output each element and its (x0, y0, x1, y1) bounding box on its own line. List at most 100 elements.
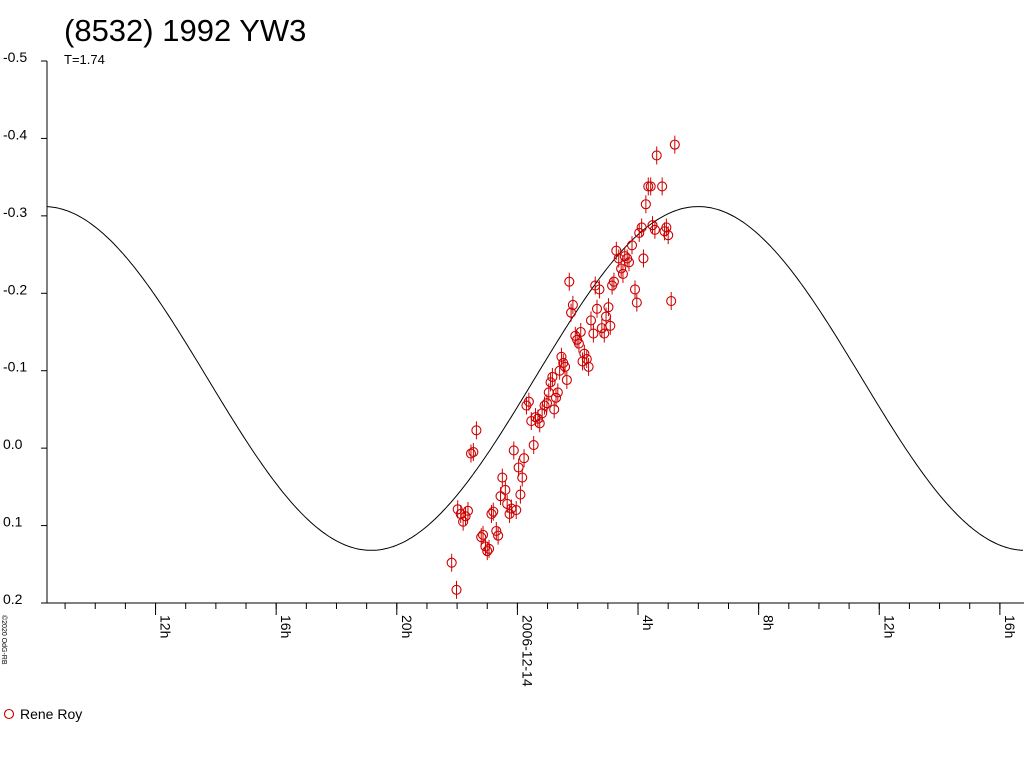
data-point (581, 350, 592, 369)
point-marker (550, 392, 562, 403)
point-marker (476, 532, 487, 543)
data-point (626, 236, 638, 255)
point-marker (588, 328, 599, 339)
data-point (550, 388, 562, 407)
data-point (537, 404, 548, 423)
point-marker (561, 374, 572, 386)
data-point (631, 293, 642, 312)
data-point (616, 259, 627, 278)
point-marker (493, 530, 504, 541)
point-marker (669, 139, 680, 150)
point-marker (547, 371, 558, 382)
point-marker (617, 268, 628, 279)
data-point (661, 218, 672, 237)
point-marker (643, 181, 654, 192)
data-point (588, 324, 599, 343)
y-tick-label: -0.5 (3, 49, 27, 65)
data-point (575, 323, 586, 341)
chart-title: (8532) 1992 YW3 (64, 13, 306, 48)
data-point (465, 444, 477, 463)
data-point (579, 344, 590, 363)
point-marker (663, 230, 674, 241)
x-axis-ticks: 12h 16h 20h 2006-12-14 4h 8h 12h 16h (64, 603, 1018, 687)
data-point (669, 135, 680, 154)
point-marker (497, 472, 508, 483)
point-marker (523, 396, 534, 407)
data-point (545, 373, 556, 392)
data-point (477, 525, 489, 544)
data-point (585, 311, 597, 330)
data-point (666, 292, 677, 311)
point-marker (605, 320, 616, 331)
data-point (564, 272, 575, 291)
data-point (547, 367, 558, 386)
data-point (608, 272, 619, 291)
point-marker (460, 511, 471, 522)
point-marker (537, 408, 548, 419)
data-point (657, 177, 668, 196)
point-marker (575, 326, 586, 338)
data-point (617, 264, 628, 283)
data-point (599, 324, 610, 343)
data-point (484, 539, 495, 558)
point-marker (539, 400, 550, 411)
data-point (601, 307, 612, 326)
data-point (623, 253, 635, 272)
data-point (471, 421, 482, 440)
point-marker (583, 361, 594, 372)
model-curve-line (46, 206, 1024, 551)
point-marker (458, 516, 469, 527)
point-marker (579, 348, 590, 359)
model-curve (46, 206, 1024, 551)
point-marker (451, 584, 462, 595)
data-point (511, 501, 522, 520)
data-point (638, 249, 649, 268)
point-marker (638, 253, 649, 264)
point-marker (636, 222, 647, 233)
data-point (596, 319, 607, 338)
data-point (513, 458, 524, 477)
legend-label: Rene Roy (20, 706, 82, 722)
data-point (603, 298, 614, 317)
point-marker (629, 284, 641, 295)
data-point (556, 347, 567, 366)
data-point (640, 195, 651, 214)
data-point (634, 223, 645, 242)
data-point (560, 357, 571, 376)
point-marker (528, 439, 539, 451)
data-point (500, 480, 511, 499)
x-tick-label: 16h (1002, 615, 1018, 638)
data-point (488, 502, 499, 521)
point-marker (608, 276, 619, 287)
x-tick-label: 12h (881, 615, 897, 638)
point-marker (640, 199, 651, 210)
data-point (566, 303, 577, 322)
point-marker (508, 445, 519, 456)
y-tick-label: 0.0 (3, 436, 23, 452)
point-marker (573, 338, 584, 349)
y-axis-ticks: -0.5 -0.4 -0.3 -0.2 -0.1 0.0 0.1 0.2 (3, 49, 47, 607)
point-marker (657, 181, 668, 192)
data-point (518, 449, 530, 468)
point-marker (549, 404, 560, 415)
data-point (468, 443, 479, 462)
data-point (446, 553, 457, 572)
data-point (515, 485, 526, 504)
data-point (552, 383, 563, 402)
point-marker (591, 303, 603, 314)
y-tick-label: 0.2 (3, 591, 23, 607)
point-marker (446, 557, 457, 568)
point-marker (613, 253, 624, 264)
data-point (460, 507, 471, 526)
point-marker (634, 227, 645, 238)
point-marker (567, 299, 578, 310)
data-point (636, 218, 647, 237)
data-point (649, 220, 660, 239)
point-marker (556, 351, 567, 362)
data-point (462, 501, 474, 520)
x-tick-label: 12h (158, 615, 174, 638)
legend: Rene Roy (3, 706, 82, 722)
data-point (541, 394, 553, 413)
data-point (605, 316, 616, 335)
